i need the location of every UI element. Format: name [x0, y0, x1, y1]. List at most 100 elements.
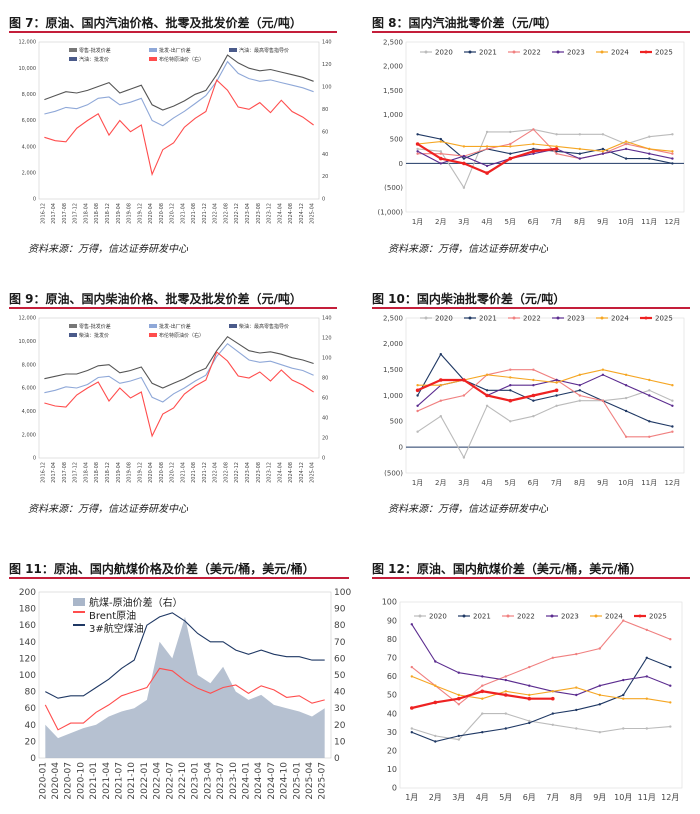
point-2022 — [669, 638, 672, 641]
legend-label: 2023 — [567, 49, 585, 57]
legend-label: 2022 — [517, 613, 535, 621]
legend-marker — [512, 50, 516, 54]
point-2023 — [504, 678, 507, 682]
point-2022 — [439, 152, 442, 155]
point-2020 — [462, 456, 466, 459]
legend-marker — [644, 50, 648, 54]
x-tick-label: 11月 — [641, 218, 657, 226]
point-2024 — [551, 690, 554, 693]
x-tick-label: 4月 — [481, 218, 492, 226]
x-tick-label: 2021-04 — [180, 462, 186, 483]
point-2023 — [532, 152, 535, 155]
y2-tick-label: 20 — [322, 436, 328, 442]
y2-tick-label: 80 — [322, 107, 328, 113]
fig8-rule — [372, 31, 690, 33]
point-2021 — [598, 703, 601, 706]
point-2024 — [624, 373, 628, 376]
x-tick-label: 2019-08 — [127, 462, 133, 483]
x-tick-label: 2021-04 — [102, 762, 112, 800]
legend-label: 布伦特原油价（右） — [159, 56, 204, 63]
point-2023 — [648, 394, 651, 397]
point-2024 — [481, 697, 484, 700]
point-2021 — [555, 150, 558, 153]
x-tick-label: 2017-04 — [51, 203, 57, 224]
point-2021 — [671, 162, 674, 165]
y2-tick-label: 60 — [334, 654, 346, 664]
point-2020 — [509, 130, 512, 134]
x-tick-label: 2022-01 — [140, 762, 150, 800]
point-2022 — [555, 152, 558, 155]
x-tick-label: 2021-01 — [89, 762, 99, 800]
point-2024 — [669, 701, 672, 704]
point-2024 — [578, 147, 581, 151]
y-tick-label: 140 — [19, 638, 36, 648]
legend-swatch — [73, 611, 85, 613]
point-2022 — [481, 684, 484, 687]
x-tick-label: 8月 — [570, 793, 583, 802]
y-tick-label: 10,000 — [19, 339, 37, 345]
legend-label: 2023 — [561, 613, 579, 621]
point-2025 — [504, 693, 508, 697]
x-tick-label: 12月 — [661, 793, 679, 802]
point-2024 — [622, 697, 625, 700]
x-tick-label: 2016-12 — [40, 462, 46, 483]
point-2023 — [601, 152, 605, 155]
x-tick-label: 5月 — [505, 479, 516, 487]
x-tick-label: 2024-07 — [267, 762, 277, 800]
x-tick-label: 9月 — [597, 218, 608, 226]
y-tick-label: 0 — [392, 784, 397, 793]
point-2024 — [601, 150, 605, 153]
point-2022 — [648, 435, 651, 438]
point-2023 — [509, 384, 512, 387]
point-2024 — [439, 140, 442, 143]
legend-swatch — [73, 624, 85, 626]
legend-label: 2020 — [435, 49, 453, 57]
point-2021 — [457, 734, 460, 738]
legend-swatch — [149, 333, 157, 337]
y-tick-label: 2,500 — [383, 314, 403, 322]
legend-swatch — [229, 324, 237, 328]
y2-tick-label: 100 — [334, 588, 351, 598]
x-tick-label: 7月 — [551, 479, 562, 487]
point-2025 — [410, 706, 414, 710]
legend-label: 2020 — [429, 613, 447, 621]
x-tick-label: 2025-01 — [292, 762, 302, 800]
x-tick-label: 11月 — [638, 793, 656, 802]
legend-marker — [506, 614, 510, 618]
x-tick-label: 2020-12 — [170, 203, 176, 224]
y-tick-label: 1,000 — [383, 111, 403, 119]
point-2021 — [532, 399, 535, 402]
y-tick-label: 80 — [25, 688, 37, 698]
y2-tick-label: 100 — [322, 85, 332, 91]
plot-frame — [405, 317, 685, 474]
x-tick-label: 2023-10 — [229, 762, 239, 800]
series-2023 — [417, 148, 673, 167]
legend-label: 2025 — [655, 49, 673, 57]
point-2023 — [434, 660, 437, 663]
x-tick-label: 2024-12 — [299, 462, 305, 483]
x-tick-label: 2022-04 — [213, 203, 219, 224]
point-2022 — [622, 619, 625, 622]
point-2025 — [457, 696, 461, 701]
y2-tick-label: 60 — [322, 396, 328, 402]
y-tick-label: 0 — [33, 197, 36, 203]
fig8-source: 资料来源：万得，信达证券研发中心 — [388, 244, 548, 255]
series-汽油：最高零售指导价 — [44, 54, 314, 111]
x-tick-label: 2022-07 — [165, 762, 175, 800]
x-tick-label: 2023-12 — [267, 203, 273, 224]
point-2024 — [645, 697, 648, 700]
point-2022 — [645, 628, 648, 632]
y2-tick-label: 60 — [322, 129, 328, 135]
y2-tick-label: 20 — [334, 721, 346, 731]
y-tick-label: 2,000 — [383, 63, 403, 71]
point-2025 — [415, 142, 420, 146]
point-2022 — [601, 399, 605, 402]
x-tick-label: 2020-10 — [76, 762, 86, 800]
point-2023 — [485, 164, 489, 168]
x-tick-label: 2022-04 — [153, 762, 163, 800]
fig7-rule — [9, 31, 337, 33]
x-tick-label: 3月 — [458, 218, 469, 226]
point-2025 — [439, 156, 443, 161]
y-tick-label: 8,000 — [22, 92, 36, 98]
y2-tick-label: 70 — [334, 638, 346, 648]
